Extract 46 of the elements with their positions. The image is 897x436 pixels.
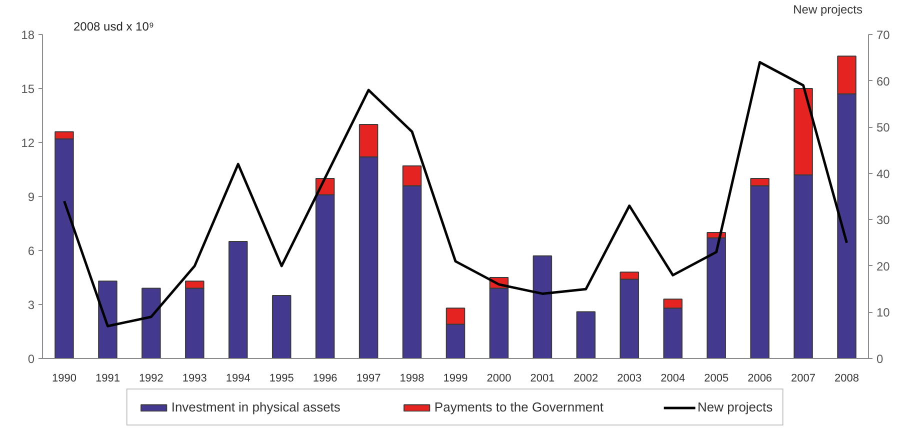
y2-tick-label: 10 (876, 306, 890, 320)
y2-tick-label: 30 (876, 213, 890, 228)
x-tick-label: 1995 (269, 372, 294, 384)
x-tick-label: 1994 (226, 372, 250, 384)
y-axis-title: 2008 usd x 10⁹ (74, 20, 154, 34)
y2-tick-label: 20 (876, 259, 890, 274)
y2-tick-label: 0 (876, 352, 884, 366)
y-tick-label: 0 (28, 352, 35, 366)
x-tick-label: 2008 (834, 372, 860, 384)
y-tick-label: 3 (28, 298, 35, 312)
bar (98, 280, 118, 358)
x-tick-label: 1990 (52, 372, 76, 384)
x-tick-label: 2007 (791, 372, 816, 384)
x-tick-label: 2006 (748, 372, 772, 384)
bar (576, 311, 596, 358)
y-tick-label: 15 (21, 82, 35, 96)
x-tick-label: 1997 (356, 372, 381, 384)
y2-tick-label: 60 (876, 74, 890, 88)
y2-tick-label: 70 (876, 28, 890, 42)
y-tick-label: 18 (21, 28, 35, 42)
y-tick-label: 9 (28, 190, 35, 204)
x-tick-label: 2000 (486, 372, 512, 384)
x-tick-label: 1998 (400, 372, 424, 384)
y-tick-label: 12 (21, 136, 35, 150)
x-tick-label: 2002 (574, 372, 598, 384)
bar (228, 241, 248, 358)
y2-tick-label: 50 (876, 120, 890, 135)
legend-label: New projects (698, 400, 773, 414)
x-tick-label: 1991 (95, 372, 120, 384)
bar (532, 255, 552, 358)
legend-label: Payments to the Government (434, 400, 604, 414)
x-tick-label: 2005 (704, 372, 729, 384)
x-tick-label: 2004 (660, 372, 686, 384)
x-tick-label: 1996 (312, 372, 338, 384)
bar (142, 288, 161, 358)
legend-label: Investment in physical assets (171, 400, 340, 414)
line-series (62, 61, 848, 328)
x-tick-label: 1999 (443, 372, 468, 384)
y2-axis-title: New projects (793, 2, 862, 16)
x-tick-label: 2001 (530, 372, 555, 384)
x-tick-label: 1993 (182, 372, 207, 384)
y-tick-label: 6 (28, 244, 35, 258)
x-tick-label: 2003 (617, 372, 642, 384)
y2-tick-label: 40 (876, 166, 890, 181)
x-tick-label: 1992 (138, 372, 164, 384)
bar (272, 295, 292, 358)
